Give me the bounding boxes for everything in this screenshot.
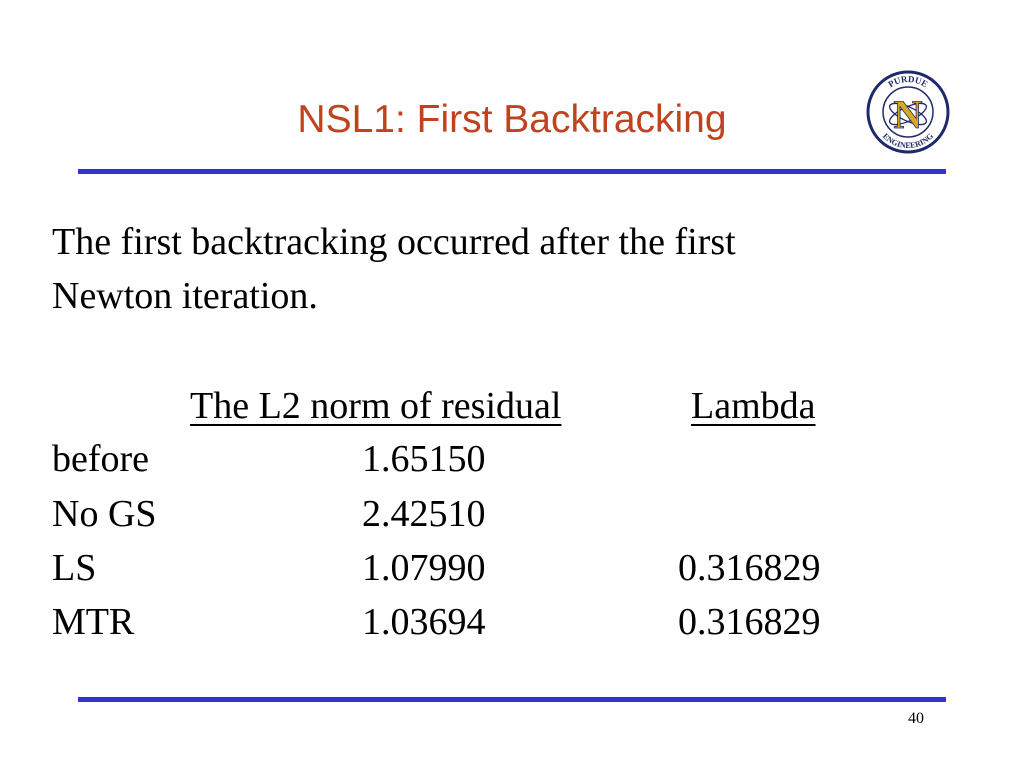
row-label: LS xyxy=(52,547,97,589)
svg-text:PURDUE: PURDUE xyxy=(886,74,929,89)
row-label: No GS xyxy=(52,493,157,535)
row-norm: 1.07990 xyxy=(362,547,486,589)
purdue-nuclear-engineering-logo: PURDUE ENGINEERING N xyxy=(866,70,950,154)
header-lambda: Lambda xyxy=(691,385,816,427)
footer-divider xyxy=(78,697,946,702)
page-number: 40 xyxy=(908,710,924,727)
row-norm: 1.03694 xyxy=(362,601,486,643)
row-label: MTR xyxy=(52,601,135,643)
intro-text: The first backtracking occurred after th… xyxy=(52,215,952,323)
intro-line-2: Newton iteration. xyxy=(52,275,318,317)
intro-line-1: The first backtracking occurred after th… xyxy=(52,221,736,263)
row-lambda: 0.316829 xyxy=(678,547,821,589)
row-norm: 2.42510 xyxy=(362,493,486,535)
row-label: before xyxy=(52,438,150,480)
slide-title: NSL1: First Backtracking xyxy=(297,98,727,141)
logo-letter: N xyxy=(894,92,923,137)
header-l2-norm: The L2 norm of residual xyxy=(190,385,562,427)
title-divider xyxy=(78,169,946,174)
row-lambda: 0.316829 xyxy=(678,601,821,643)
row-norm: 1.65150 xyxy=(362,438,486,480)
logo-text-top: PURDUE xyxy=(886,74,929,89)
